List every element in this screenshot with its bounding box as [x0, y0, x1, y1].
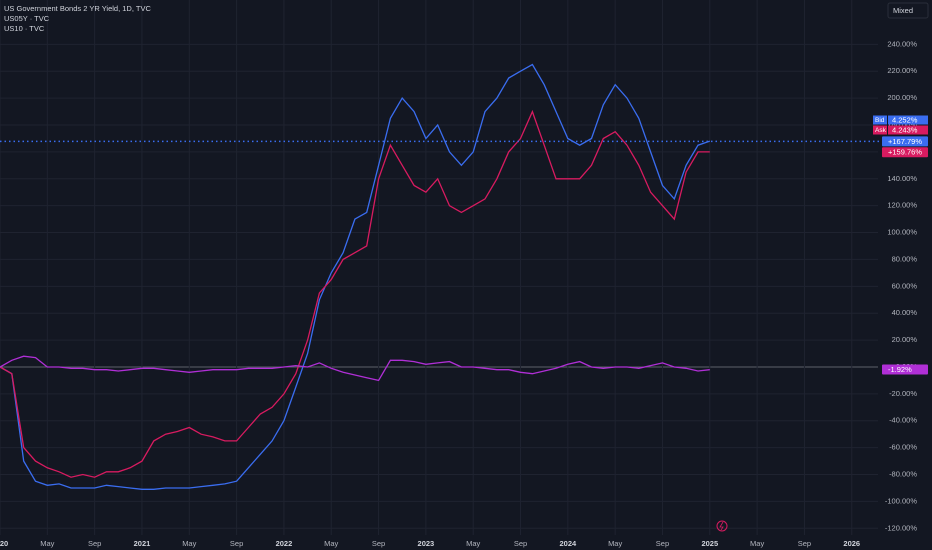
y-tick-label: -120.00% [885, 523, 917, 532]
y-tick-label: -20.00% [889, 389, 917, 398]
x-tick-label: 2023 [418, 539, 435, 548]
last-value-label: +159.76% [888, 148, 922, 157]
x-tick-label: 2021 [134, 539, 151, 548]
quote-name: Bid [875, 117, 885, 124]
y-tick-label: 140.00% [887, 174, 917, 183]
y-tick-label: 240.00% [887, 39, 917, 48]
quote-name-box [873, 115, 887, 125]
series-line [0, 355, 710, 382]
y-tick-label: 220.00% [887, 66, 917, 75]
x-tick-label: 2024 [559, 539, 577, 548]
y-tick-label: -40.00% [889, 416, 917, 425]
quote-name-box [873, 125, 887, 135]
y-tick-label: -80.00% [889, 469, 917, 478]
x-tick-label: Sep [514, 539, 527, 548]
x-tick-label: 20 [0, 539, 8, 548]
labels: 240.00%220.00%200.00%180.00%160.00%140.0… [0, 4, 928, 548]
x-tick-label: May [608, 539, 622, 548]
last-value-label: -1.92% [888, 365, 912, 374]
x-tick-label: Sep [372, 539, 385, 548]
last-value-box [882, 136, 928, 147]
x-tick-label: 2022 [276, 539, 293, 548]
last-value-box [882, 147, 928, 158]
quote-name: Ask [875, 127, 887, 134]
series-line [0, 109, 710, 478]
quote-value: 4.243% [892, 125, 918, 134]
series-line [0, 63, 711, 490]
x-tick-label: Sep [798, 539, 811, 548]
lines [0, 63, 880, 490]
x-tick-label: Sep [88, 539, 101, 548]
x-tick-label: May [40, 539, 54, 548]
mode-button[interactable] [887, 2, 929, 19]
event-icon[interactable] [716, 520, 728, 532]
y-tick-label: 100.00% [887, 228, 917, 237]
quote-value-box [888, 125, 928, 135]
y-tick-label: -60.00% [889, 443, 917, 452]
y-tick-label: 120.00% [887, 201, 917, 210]
y-tick-label: 20.00% [892, 335, 918, 344]
x-tick-label: May [750, 539, 764, 548]
legend-entry: US Government Bonds 2 YR Yield, 1D, TVC [4, 4, 151, 13]
y-tick-label: 200.00% [887, 93, 917, 102]
legend-entry: US05Y · TVC [4, 14, 50, 23]
y-tick-label: -100.00% [885, 496, 917, 505]
quote-value: 4.252% [892, 115, 918, 124]
mode-button-label[interactable]: Mixed [893, 6, 913, 15]
x-tick-label: Sep [230, 539, 243, 548]
quote-value-box [888, 115, 928, 125]
x-tick-label: Sep [656, 539, 669, 548]
grid [0, 0, 878, 535]
event-icon-bolt [719, 521, 724, 531]
y-tick-label: 40.00% [892, 308, 918, 317]
legend-entry: US10 · TVC [4, 24, 45, 33]
y-tick-label: 60.00% [892, 281, 918, 290]
x-tick-label: May [182, 539, 196, 548]
x-tick-label: May [466, 539, 480, 548]
y-tick-label: 80.00% [892, 254, 918, 263]
x-tick-label: 2026 [843, 539, 860, 548]
last-value-label: +167.79% [888, 137, 922, 146]
x-tick-label: May [324, 539, 338, 548]
last-value-box [882, 364, 928, 375]
x-tick-label: 2025 [701, 539, 718, 548]
